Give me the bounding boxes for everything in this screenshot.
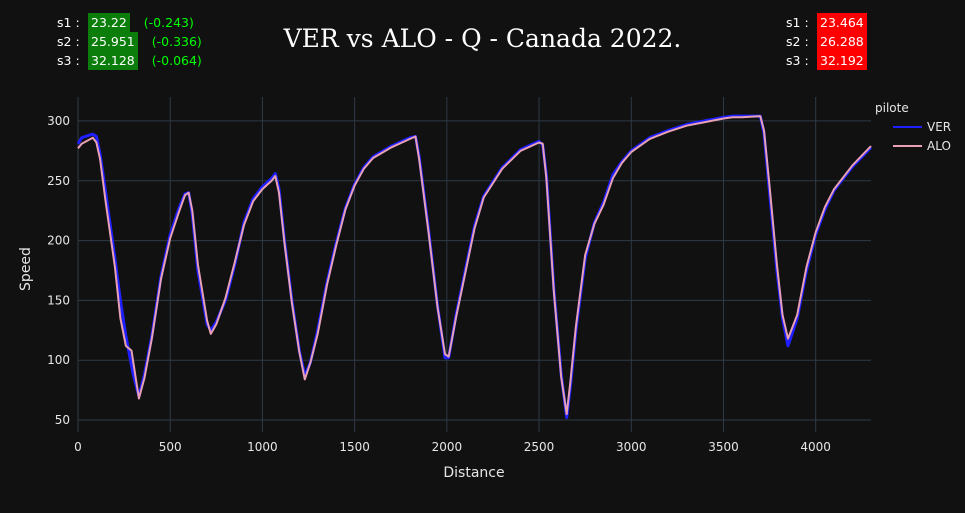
legend-title: pilote	[875, 101, 909, 115]
grid	[77, 97, 871, 432]
series-line-alo[interactable]	[77, 115, 872, 416]
sector-delta: (-0.064)	[151, 53, 202, 68]
sector-delta: (-0.243)	[143, 15, 194, 30]
sector-time: 32.192	[817, 51, 867, 70]
x-tick-label: 0	[74, 440, 82, 454]
x-tick-label: 2500	[524, 440, 555, 454]
series-line-ver[interactable]	[76, 114, 873, 420]
x-tick-label: 1500	[339, 440, 370, 454]
series-lines	[76, 114, 873, 420]
x-tick-label: 500	[159, 440, 182, 454]
x-tick-label: 3500	[708, 440, 739, 454]
ver-sector-times: s1 : 23.22 (-0.243) s2 : 25.951 (-0.336)…	[57, 13, 202, 70]
chart-title: VER vs ALO - Q - Canada 2022.	[283, 24, 682, 53]
sector-time: 32.128	[88, 51, 138, 70]
y-tick-label: 100	[47, 353, 70, 367]
sector-time: 26.288	[817, 32, 867, 51]
sector-row: s1 : 23.464	[786, 13, 867, 32]
y-tick-label: 150	[47, 293, 70, 307]
x-tick-label: 4000	[800, 440, 831, 454]
sector-row: s2 : 25.951 (-0.336)	[57, 32, 202, 51]
legend-label-alo[interactable]: ALO	[927, 139, 951, 153]
y-axis-title: Speed	[18, 247, 34, 291]
x-tick-label: 1000	[247, 440, 278, 454]
sector-row: s3 : 32.128 (-0.064)	[57, 51, 202, 70]
y-tick-label: 50	[55, 413, 70, 427]
sector-row: s3 : 32.192	[786, 51, 867, 70]
y-tick-label: 250	[47, 174, 70, 188]
legend-label-ver[interactable]: VER	[927, 120, 951, 134]
sector-label: s1 :	[786, 15, 809, 30]
alo-sector-times: s1 : 23.464 s2 : 26.288 s3 : 32.192	[786, 13, 867, 70]
x-tick-label: 2000	[432, 440, 463, 454]
x-tick-label: 3000	[616, 440, 647, 454]
sector-label: s3 :	[786, 53, 809, 68]
sector-label: s2 :	[786, 34, 809, 49]
tick-labels: 0 500 1000 1500 2000 2500 3000 3500 4000 50 100 150…	[47, 114, 831, 454]
sector-label: s2 :	[57, 34, 80, 49]
sector-time: 23.464	[817, 13, 867, 32]
sector-time: 23.22	[88, 13, 130, 32]
sector-delta: (-0.336)	[151, 34, 202, 49]
legend: pilote VER ALO	[875, 101, 951, 153]
y-tick-label: 200	[47, 234, 70, 248]
x-axis-title: Distance	[443, 465, 504, 481]
sector-label: s1 :	[57, 15, 80, 30]
sector-time: 25.951	[88, 32, 138, 51]
sector-label: s3 :	[57, 53, 80, 68]
y-tick-label: 300	[47, 114, 70, 128]
sector-row: s2 : 26.288	[786, 32, 867, 51]
sector-row: s1 : 23.22 (-0.243)	[57, 13, 202, 32]
